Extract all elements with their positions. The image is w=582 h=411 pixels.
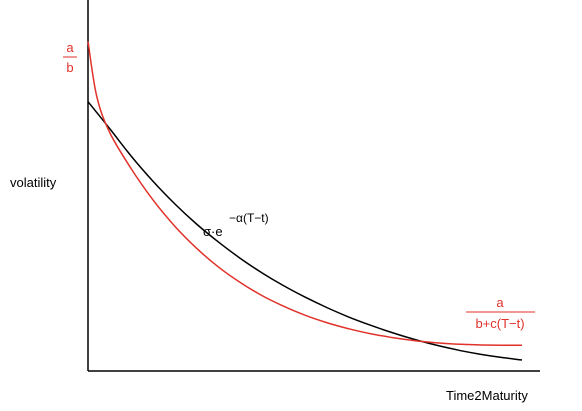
y-axis-label: volatility <box>10 175 57 190</box>
red-intercept-denominator: b <box>66 60 73 75</box>
series-layer <box>87 41 523 361</box>
black-decay-curve <box>87 101 523 361</box>
red-intercept-label: a b <box>63 40 77 75</box>
red-hyperbolic-curve <box>87 41 522 346</box>
black-curve-label: σ·e −α(T−t) <box>203 211 269 239</box>
black-curve-label-exponent: −α(T−t) <box>229 211 269 225</box>
red-curve-label-denominator: b+c(T−t) <box>475 316 524 331</box>
red-intercept-numerator: a <box>66 40 74 55</box>
red-curve-label: a b+c(T−t) <box>466 295 535 331</box>
black-curve-label-base: σ·e <box>203 224 223 239</box>
red-curve-label-numerator: a <box>496 295 504 310</box>
x-axis-label: Time2Maturity <box>446 388 528 403</box>
